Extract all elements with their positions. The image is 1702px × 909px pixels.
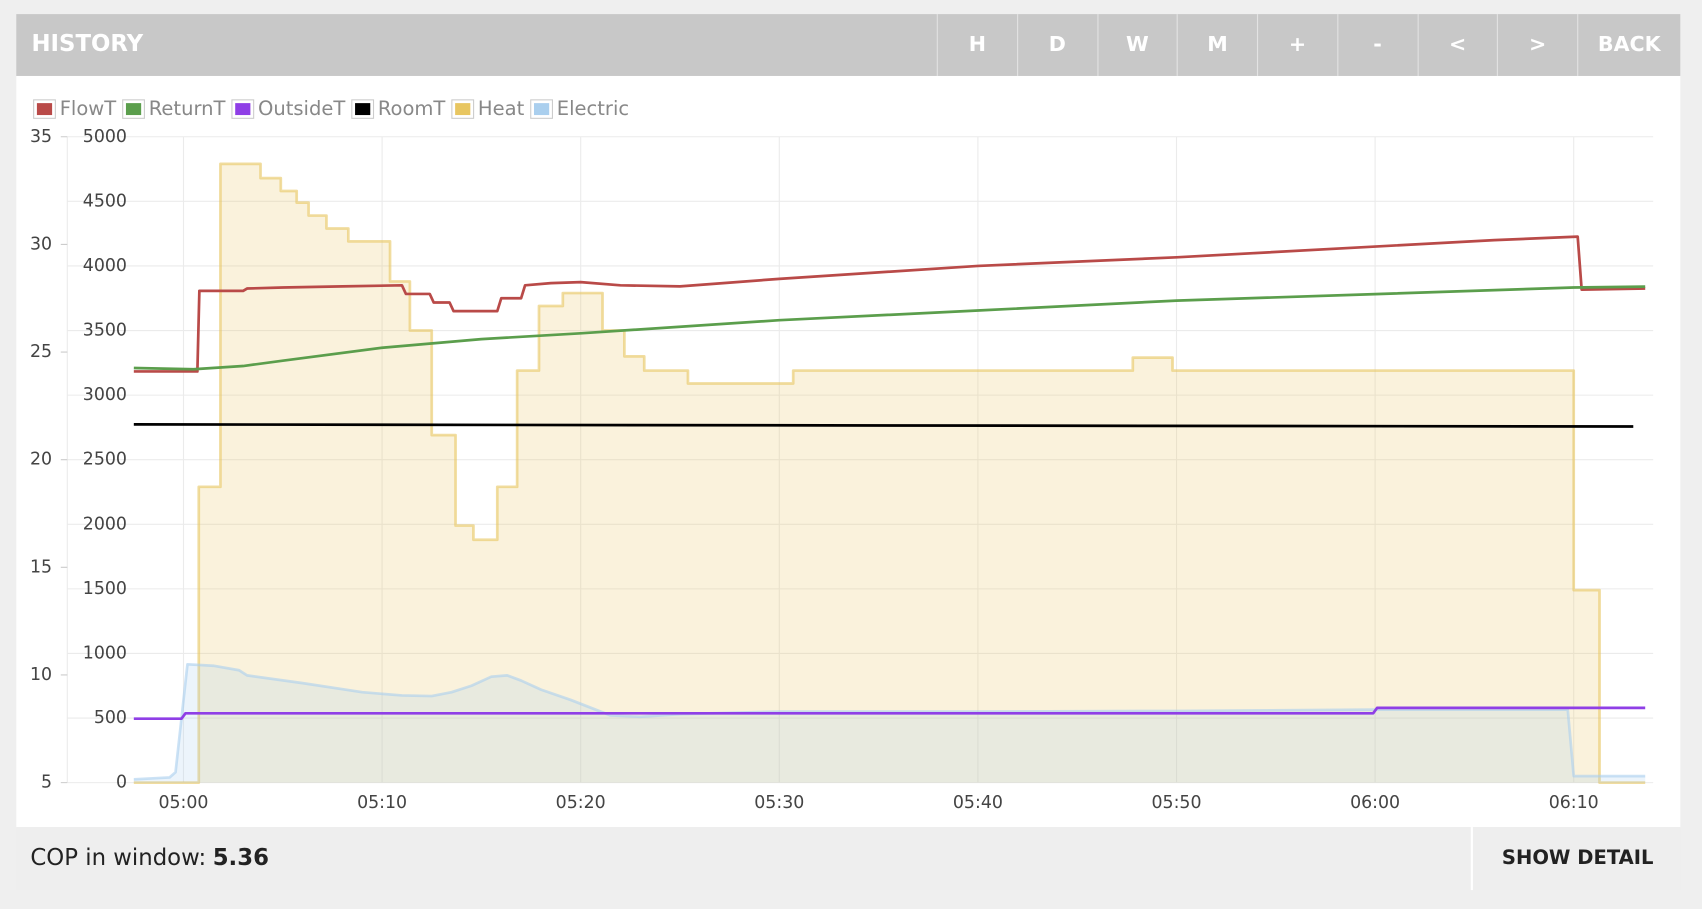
y2-tick-label: 3000 [83,385,127,405]
y2-tick-label: 2500 [83,450,127,470]
nav-button[interactable]: + [1256,14,1337,76]
x-tick-label: 05:40 [953,793,1003,813]
y-tick-label: 5 [41,773,52,793]
y-tick-label: 15 [30,557,52,577]
y2-tick-label: 3500 [83,321,127,341]
y-tick-label: 10 [30,665,52,685]
nav-button[interactable]: < [1417,14,1497,76]
legend-swatch [355,103,371,116]
y2-tick-label: 4500 [83,191,127,211]
legend-swatch [125,103,142,116]
x-tick-label: 05:20 [556,793,606,813]
area-line [133,662,1646,781]
y2-tick-label: 4000 [83,256,127,276]
line [133,423,1634,428]
x-tick-label: 05:50 [1151,793,1201,813]
y2-tick-label: 0 [116,773,127,793]
legend-label: ReturnT [149,97,226,120]
y-tick-label: 35 [30,127,52,147]
nav-button[interactable]: > [1497,14,1577,76]
y-tick-label: 25 [30,342,52,362]
cop-value: 5.36 [212,844,269,871]
x-tick-label: 06:10 [1549,793,1599,813]
show-detail-button[interactable]: SHOW DETAIL [1470,827,1683,891]
y-tick-label: 20 [30,450,52,470]
footer: COP in window: 5.36 SHOW DETAIL [16,827,1683,891]
nav-button[interactable]: BACK [1577,14,1680,76]
nav-button[interactable]: W [1096,14,1177,76]
area-line [133,162,1646,784]
legend-swatch [235,103,251,116]
x-tick-label: 06:00 [1350,793,1400,813]
cop-text: COP in window: 5.36 [30,844,269,870]
area-fill [133,163,1646,783]
plot-area [133,162,1646,784]
line [133,285,1646,371]
nav-button[interactable]: H [936,14,1017,76]
legend-label: RoomT [378,97,446,120]
x-tick-label: 05:00 [158,793,208,813]
y2-tick-label: 1500 [83,579,127,599]
legend-swatch [533,103,550,116]
header-title: HISTORY [31,30,144,57]
legend-label: Electric [557,97,629,120]
legend-label: FlowT [60,97,117,120]
legend-label: Heat [478,97,525,120]
header: HISTORY H D W M + - < > BACK [16,14,1681,76]
y-tick-label: 30 [30,234,52,254]
y2-tick-label: 1000 [83,643,127,663]
x-tick-label: 05:30 [754,793,804,813]
y2-tick-label: 2000 [83,514,127,534]
y2-tick-label: 5000 [83,127,127,147]
cop-label: COP in window: [30,844,207,871]
nav-button[interactable]: M [1176,14,1257,76]
y2-tick-label: 500 [94,708,127,728]
chart: 0 500 1000 1500 2000 2500 3000 3500 4000 4500 5000… [16,75,1681,828]
x-tick-label: 05:10 [357,793,407,813]
legend-swatch [36,103,53,116]
nav-button[interactable]: - [1337,14,1417,76]
line [133,235,1646,373]
area-fill [133,664,1646,783]
button-bar: H D W M + - < > BACK [936,14,1681,76]
nav-button[interactable]: D [1016,14,1097,76]
legend-label: OutsideT [258,97,345,120]
legend-swatch [455,103,471,116]
line [133,706,1646,721]
